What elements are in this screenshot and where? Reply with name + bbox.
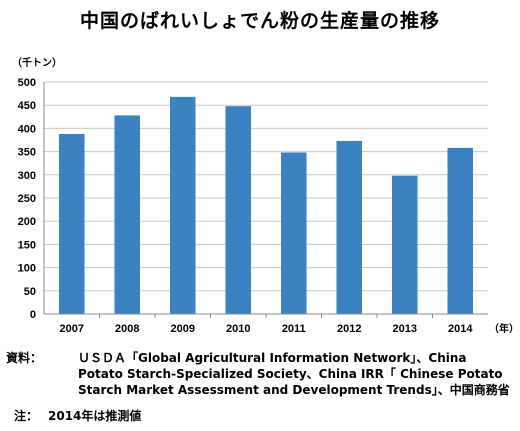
note-label: 注： <box>14 409 39 423</box>
y-axis-unit-label: （千トン） <box>12 56 62 69</box>
bar-2010 <box>225 106 252 315</box>
axes <box>43 82 488 318</box>
y-tick-label: 350 <box>18 147 36 159</box>
x-tick-label: 2013 <box>393 323 417 335</box>
y-tick-label: 200 <box>18 216 36 228</box>
y-tick-label: 500 <box>18 77 36 89</box>
gridlines <box>44 81 488 292</box>
y-tick-labels: 0 50 100 150 200 250 300 350 400 450 500 <box>18 77 36 321</box>
bars <box>58 96 474 315</box>
bar-2011 <box>280 152 307 314</box>
x-tick-labels: 2007 2008 2009 2010 2011 2012 2013 2014 <box>60 323 474 335</box>
bar-2012 <box>336 140 363 314</box>
x-tick-label: 2012 <box>337 323 361 335</box>
x-tick-label: 2007 <box>60 323 84 335</box>
chart-title: 中国のばれいしょでん粉の生産量の推移 <box>79 10 440 32</box>
source-label: 資料： <box>6 351 43 365</box>
bar-2013 <box>391 175 418 314</box>
source-text: ＵＳＤＡ「Global Agricultural Information Net… <box>78 351 510 397</box>
y-tick-label: 400 <box>18 123 36 135</box>
x-tick-label: 2009 <box>171 323 195 335</box>
x-axis-unit-label: （年） <box>489 322 519 335</box>
x-tick-label: 2014 <box>448 323 473 335</box>
x-tick-label: 2008 <box>115 323 139 335</box>
y-tick-label: 150 <box>18 239 36 251</box>
y-tick-label: 50 <box>24 286 36 298</box>
y-tick-label: 100 <box>18 263 36 275</box>
y-tick-label: 250 <box>18 193 36 205</box>
bar-2014 <box>447 147 474 314</box>
x-tick-label: 2010 <box>226 323 250 335</box>
x-tick-label: 2011 <box>282 323 306 335</box>
y-tick-label: 450 <box>18 100 36 112</box>
y-tick-label: 0 <box>30 309 36 321</box>
y-tick-label: 300 <box>18 170 36 182</box>
bar-2008 <box>114 115 141 315</box>
note-text: 2014年は推測値 <box>48 409 142 423</box>
bar-2007 <box>58 133 85 314</box>
bar-2009 <box>169 96 196 315</box>
